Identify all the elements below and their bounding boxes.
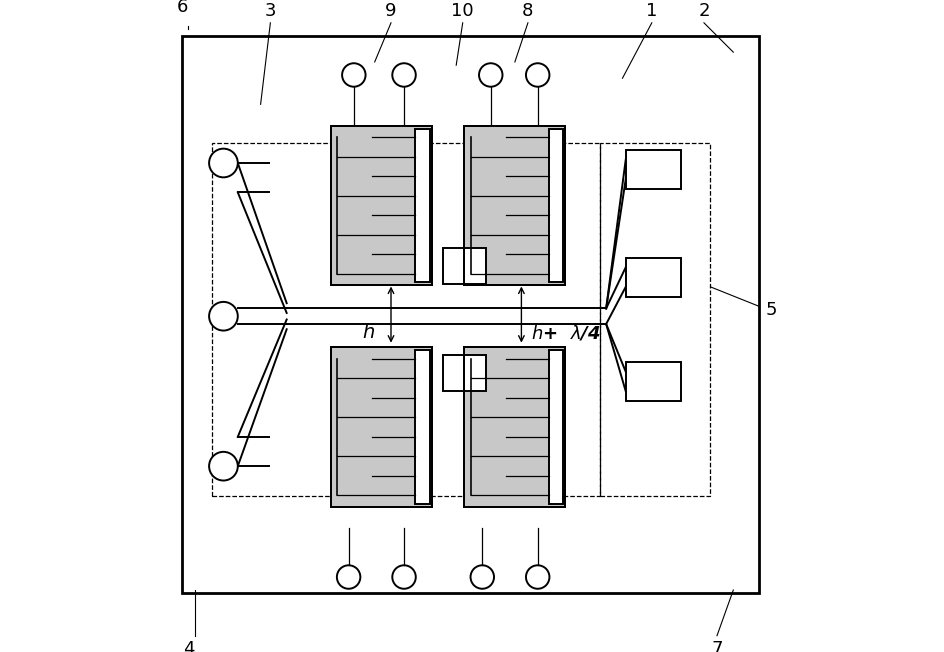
Bar [464,347,565,507]
Bar [599,143,710,496]
Bar [415,128,430,282]
Text: 3: 3 [264,1,276,20]
Text: 1: 1 [646,1,657,20]
Circle shape [392,565,415,589]
Bar [443,248,485,284]
Circle shape [526,63,548,87]
Text: 7: 7 [711,640,722,652]
Bar [625,362,681,401]
Bar [443,355,485,391]
Text: 4: 4 [183,640,194,652]
Bar [330,347,431,507]
Circle shape [209,302,238,331]
Circle shape [526,565,548,589]
Text: $h$: $h$ [362,323,375,342]
Circle shape [209,452,238,481]
Bar [415,351,430,503]
Bar [625,258,681,297]
Bar [464,347,565,507]
Text: 8: 8 [522,1,533,20]
Bar [625,150,681,189]
Bar [548,128,563,282]
Bar [330,347,431,507]
Text: 5: 5 [765,301,777,319]
Bar [330,125,431,286]
Bar [182,36,759,593]
Bar [464,125,565,286]
Bar [330,347,431,507]
Circle shape [336,565,360,589]
Text: 10: 10 [451,1,474,20]
Circle shape [479,63,502,87]
Text: 9: 9 [385,1,396,20]
Text: 6: 6 [177,0,188,16]
Bar [464,347,565,507]
Bar [464,125,565,286]
Circle shape [342,63,365,87]
Bar [330,125,431,286]
Circle shape [209,149,238,177]
Bar [548,351,563,503]
Text: $h$+  $\lambda$/4: $h$+ $\lambda$/4 [531,323,600,342]
Circle shape [470,565,494,589]
Circle shape [392,63,415,87]
Bar [464,125,565,286]
Text: 2: 2 [698,1,709,20]
Bar [211,143,599,496]
Bar [330,125,431,286]
